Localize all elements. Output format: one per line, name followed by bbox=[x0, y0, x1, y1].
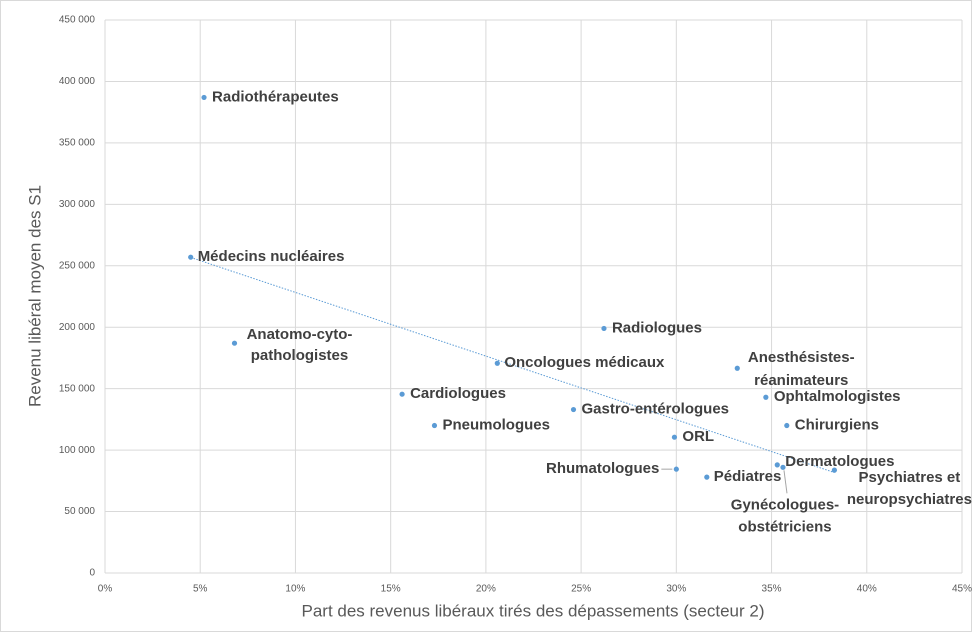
point-label: Psychiatres et bbox=[859, 469, 961, 486]
point-label: Cardiologues bbox=[410, 385, 506, 402]
point bbox=[704, 474, 710, 480]
point bbox=[231, 340, 238, 346]
point-label: Ophtalmologistes bbox=[774, 388, 901, 405]
y-tick-label: 300 000 bbox=[59, 199, 96, 210]
y-tick-label: 50 000 bbox=[64, 506, 95, 517]
point-label: Gynécologues- bbox=[731, 496, 839, 513]
point-label: Pneumologues bbox=[442, 417, 550, 434]
point bbox=[831, 467, 838, 473]
x-tick-label: 10% bbox=[285, 584, 305, 595]
point-label: Pédiatres bbox=[714, 468, 782, 485]
y-tick-label: 100 000 bbox=[59, 445, 96, 456]
y-tick-label: 250 000 bbox=[59, 260, 96, 271]
point-label: Médecins nucléaires bbox=[198, 248, 345, 265]
point-label: Chirurgiens bbox=[795, 417, 879, 434]
x-tick-label: 40% bbox=[857, 584, 877, 595]
y-axis-title: Revenu libéral moyen des S1 bbox=[25, 185, 44, 407]
point-label: pathologistes bbox=[251, 347, 349, 364]
trendline bbox=[190, 256, 835, 474]
point-label: Anesthésistes- bbox=[748, 349, 855, 366]
point-label: Radiologues bbox=[612, 319, 702, 336]
x-tick-label: 30% bbox=[666, 584, 686, 595]
point-label: Oncologues médicaux bbox=[504, 354, 665, 371]
point-label: Radiothérapeutes bbox=[212, 88, 339, 105]
point-label: obstétriciens bbox=[738, 518, 831, 535]
point bbox=[399, 391, 405, 397]
x-tick-label: 20% bbox=[476, 584, 496, 595]
leader-line bbox=[783, 470, 788, 494]
point bbox=[601, 325, 607, 332]
point-label: neuropsychiatres bbox=[847, 491, 972, 508]
point bbox=[570, 406, 577, 413]
point bbox=[188, 254, 194, 260]
point bbox=[431, 422, 438, 429]
point bbox=[784, 422, 790, 429]
y-tick-label: 450 000 bbox=[59, 15, 96, 26]
y-tick-label: 0 bbox=[89, 568, 95, 579]
point-label: Rhumatologues bbox=[546, 460, 659, 477]
x-tick-label: 5% bbox=[193, 584, 208, 595]
point bbox=[780, 464, 786, 470]
x-tick-label: 45% bbox=[952, 584, 972, 595]
y-tick-label: 200 000 bbox=[59, 322, 96, 333]
point bbox=[201, 94, 207, 101]
y-tick-label: 150 000 bbox=[59, 383, 96, 394]
point bbox=[494, 360, 500, 366]
point-label: réanimateurs bbox=[754, 372, 848, 389]
point-label: Dermatologues bbox=[785, 453, 894, 470]
x-axis-title: Part des revenus libéraux tirés des dépa… bbox=[301, 601, 764, 620]
x-tick-label: 15% bbox=[381, 584, 401, 595]
point bbox=[734, 365, 740, 371]
x-tick-label: 25% bbox=[571, 584, 591, 595]
point-label: ORL bbox=[682, 428, 714, 445]
point bbox=[673, 466, 679, 472]
x-tick-label: 35% bbox=[762, 584, 782, 595]
point bbox=[774, 462, 780, 468]
x-tick-label: 0% bbox=[98, 584, 113, 595]
y-tick-label: 400 000 bbox=[59, 76, 96, 87]
point-label: Gastro-entérologues bbox=[581, 401, 729, 418]
point bbox=[763, 394, 769, 400]
point-label: Anatomo-cyto- bbox=[247, 326, 353, 343]
point bbox=[671, 434, 678, 440]
y-tick-label: 350 000 bbox=[59, 138, 96, 149]
